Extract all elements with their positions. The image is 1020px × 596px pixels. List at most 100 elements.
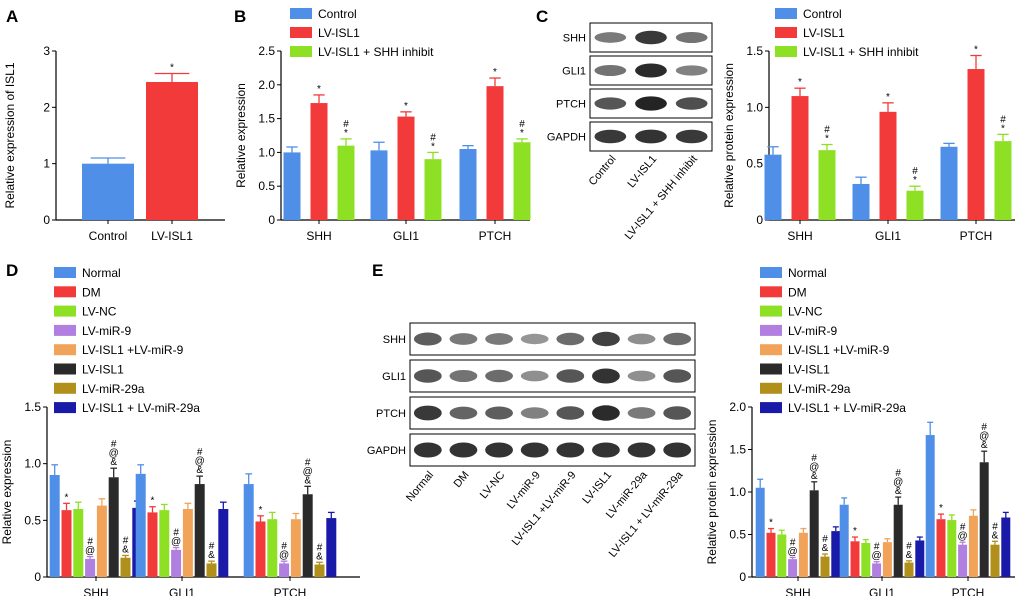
- legend-swatch-D: [54, 363, 76, 375]
- annotation-E: *: [853, 526, 857, 537]
- y-tick-label-A: 0: [43, 213, 50, 227]
- bar-D: [302, 494, 313, 577]
- blot-lane-label-C: LV-ISL1: [625, 153, 659, 190]
- bar-A: [146, 81, 198, 220]
- annotation-B: # *: [343, 119, 349, 139]
- bar-C: [879, 111, 897, 220]
- y-tick-label-E: 0.5: [729, 528, 746, 542]
- bar-B: [337, 145, 355, 220]
- y-tick-label-D: 1.5: [24, 400, 41, 414]
- bar-E: [839, 504, 849, 577]
- y-axis-label-C: Relative protein expression: [722, 63, 736, 208]
- annotation-D: # @: [171, 528, 181, 548]
- annotation-E: # @ &: [893, 468, 903, 497]
- blot-band-E: [485, 369, 513, 383]
- blot-band-C: [635, 96, 667, 111]
- x-tick-label-B: SHH: [306, 229, 331, 243]
- legend-label-D: LV-NC: [82, 305, 117, 319]
- y-tick-label-D: 0: [34, 570, 41, 584]
- blot-band-E: [449, 406, 478, 420]
- blot-band-E: [556, 332, 585, 346]
- bar-B: [459, 149, 477, 220]
- panel-label-B: B: [234, 7, 246, 26]
- bar-D: [49, 475, 60, 577]
- bar-D: [85, 558, 96, 577]
- bar-E: [820, 556, 830, 577]
- x-tick-label-A: LV-ISL1: [151, 229, 193, 243]
- annotation-D: *: [259, 505, 263, 516]
- blot-band-E: [592, 405, 620, 421]
- bar-C: [994, 141, 1012, 220]
- blot-band-E: [663, 406, 692, 420]
- legend-label-E: Normal: [788, 266, 827, 280]
- y-tick-label-D: 1.0: [24, 457, 41, 471]
- panel-label-E: E: [372, 261, 383, 280]
- chart-C: 0 0.5 1.0 1.5 Relative protein expression SHH…: [722, 7, 1015, 243]
- blot-band-C: [594, 129, 627, 144]
- legend-swatch-C: [775, 8, 797, 19]
- bar-E: [809, 490, 819, 577]
- legend-label-E: LV-miR-29a: [788, 382, 851, 396]
- bar-E: [777, 534, 787, 577]
- legend-label-E: DM: [788, 285, 807, 299]
- annotation-E: # &: [822, 534, 829, 554]
- blot-row-label-E: GAPDH: [367, 445, 406, 457]
- bar-B: [424, 159, 442, 220]
- bar-D: [108, 477, 119, 577]
- legend-swatch-E: [760, 305, 782, 317]
- annotation-E: # @: [788, 537, 798, 557]
- bar-D: [279, 563, 290, 577]
- annotation-D: # &: [208, 541, 215, 561]
- bar-D: [147, 512, 158, 577]
- chart-A: 0 1 2 3 Relative expression of ISL1 Control LV…: [3, 44, 225, 243]
- blot-band-C: [675, 129, 708, 144]
- x-tick-label-C: GLI1: [875, 229, 901, 243]
- bar-B: [397, 116, 415, 220]
- bar-D: [255, 521, 266, 577]
- bar-A: [82, 163, 134, 220]
- bar-D: [96, 505, 107, 577]
- bar-D: [314, 564, 325, 577]
- bar-E: [861, 543, 871, 577]
- blot-band-E: [449, 333, 478, 345]
- x-tick-label-E: GLI1: [869, 586, 895, 596]
- annotation-D: # @ &: [303, 457, 313, 486]
- blot-band-E: [520, 442, 549, 458]
- bar-D: [326, 518, 337, 577]
- bar-B: [486, 86, 504, 220]
- bar-B: [370, 150, 388, 220]
- annotation-E: # &: [906, 541, 913, 561]
- y-tick-label-C: 0.5: [746, 157, 763, 171]
- bar-C: [818, 150, 836, 220]
- legend-label-C: LV-ISL1: [803, 26, 845, 40]
- y-tick-label-A: 1: [43, 157, 50, 171]
- bar-E: [755, 487, 765, 577]
- bar-E: [1001, 517, 1011, 577]
- blot-row-label-E: PTCH: [376, 408, 406, 420]
- bar-E: [872, 563, 882, 577]
- chart-E: 0 0.5 1.0 1.5 2.0 Relative protein expression…: [705, 266, 1015, 596]
- blot-band-E: [485, 406, 513, 420]
- y-tick-label-B: 2.5: [258, 44, 275, 58]
- legend-swatch-B: [290, 46, 312, 57]
- blot-row-label-C: GAPDH: [547, 132, 586, 144]
- bar-D: [206, 563, 217, 577]
- legend-swatch-B: [290, 27, 312, 38]
- blot-band-C: [594, 32, 627, 43]
- bar-E: [915, 540, 925, 577]
- legend-label-C: LV-ISL1 + SHH inhibit: [803, 45, 919, 59]
- annotation-C: # *: [1000, 114, 1006, 134]
- blot-band-E: [556, 369, 585, 383]
- annotation-D: *: [151, 496, 155, 507]
- bar-C: [906, 190, 924, 220]
- y-tick-label-E: 2.0: [729, 400, 746, 414]
- blot-band-E: [663, 332, 692, 346]
- x-tick-label-D: GLI1: [169, 586, 195, 596]
- annotation-E: # @ &: [979, 422, 989, 451]
- legend-swatch-B: [290, 8, 312, 19]
- legend-swatch-D: [54, 267, 76, 278]
- legend-label-D: DM: [82, 285, 101, 299]
